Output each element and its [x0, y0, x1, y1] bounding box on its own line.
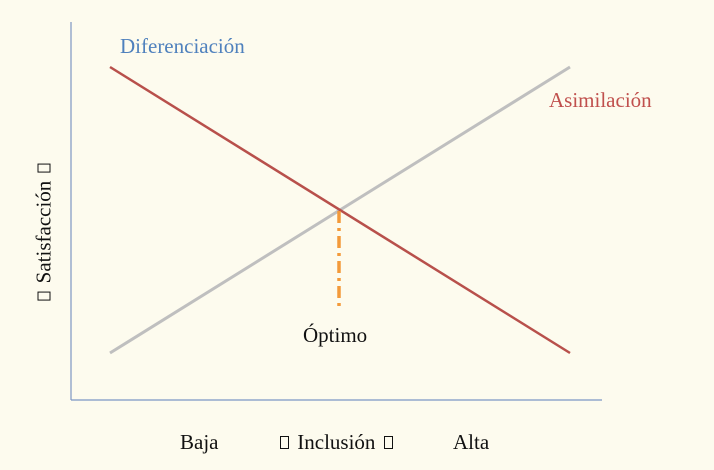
x-axis-title: Inclusión	[277, 430, 396, 455]
box-glyph-icon	[37, 163, 51, 173]
box-glyph-icon	[37, 291, 51, 301]
optimo-label: Óptimo	[303, 323, 368, 347]
y-axis-title-text: Satisfacción	[31, 180, 56, 284]
box-glyph-icon	[383, 436, 393, 449]
y-axis-title: Satisfacción	[32, 160, 57, 303]
x-axis-low-label: Baja	[180, 430, 219, 454]
x-axis-high-label: Alta	[453, 430, 490, 454]
asimilacion-label: Asimilación	[549, 88, 652, 112]
x-axis-title-text: Inclusión	[297, 430, 376, 454]
diferenciacion-label: Diferenciación	[120, 34, 245, 58]
diferenciacion-line	[109, 65, 571, 355]
box-glyph-icon	[280, 436, 289, 449]
